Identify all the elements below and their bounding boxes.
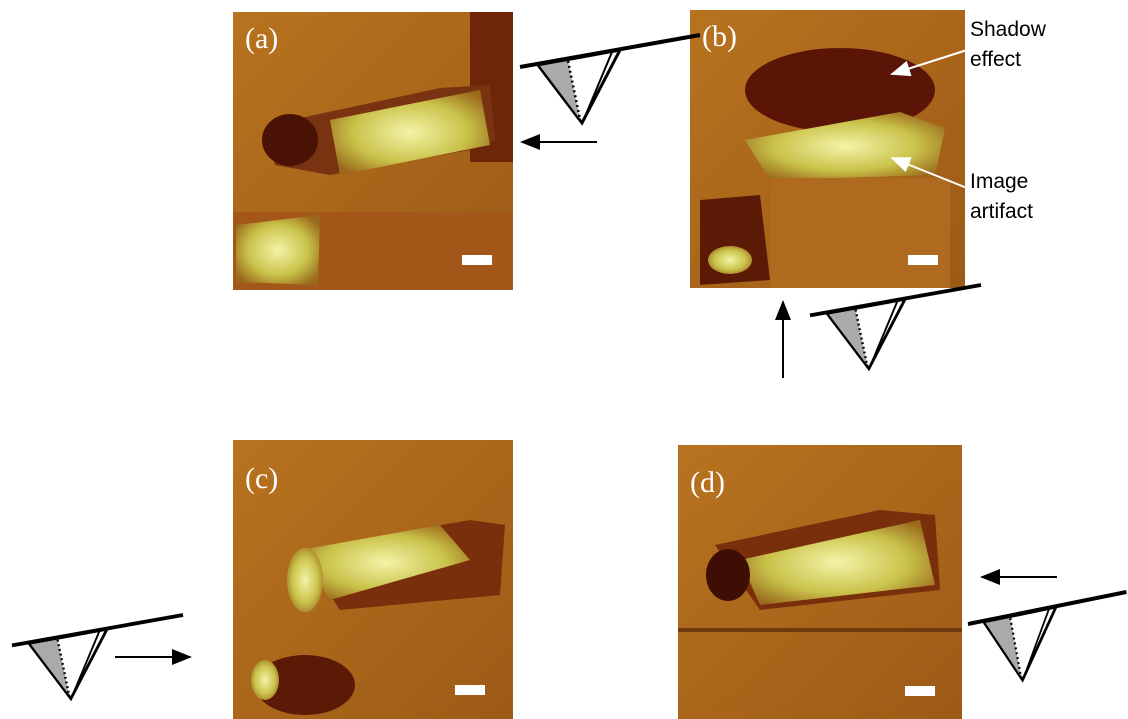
annotation-text: Shadow <box>970 18 1047 41</box>
afm-image-c: (c) <box>233 440 513 719</box>
afm-image-d: (d) <box>678 445 962 719</box>
panel-label: (b) <box>702 20 737 53</box>
annotation-text: Image <box>970 170 1028 193</box>
cantilever <box>968 592 1126 680</box>
cantilever <box>810 285 981 369</box>
page: {"panels": [{"label": "(a)"}, {"label": … <box>0 0 1128 719</box>
figure: (a) (b) (c) (d) <box>0 0 1128 719</box>
panel-label: (c) <box>245 462 278 495</box>
panel-label: (d) <box>690 466 725 499</box>
cantilever <box>520 35 700 123</box>
annotation-text: effect <box>970 48 1021 71</box>
afm-image-b: (b) <box>690 10 965 288</box>
afm-image-a: (a) <box>233 12 513 290</box>
annotation-text: artifact <box>970 200 1033 223</box>
panel-label: (a) <box>245 22 278 55</box>
